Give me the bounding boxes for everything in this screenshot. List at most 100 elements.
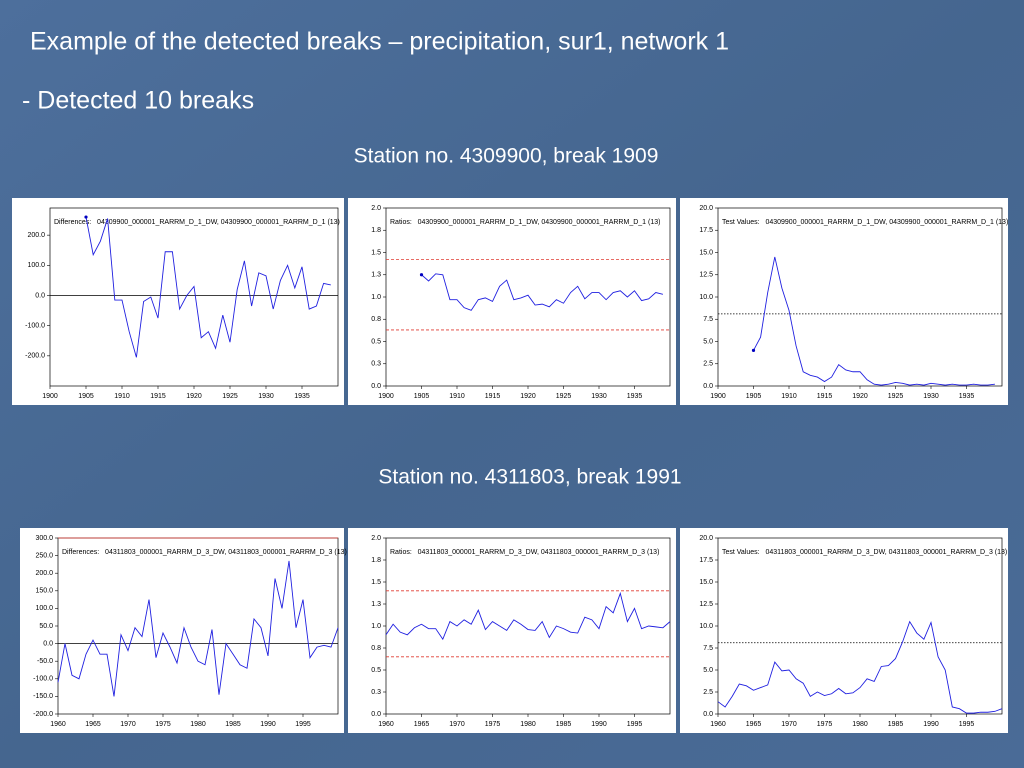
- x-tick-label: 1980: [852, 721, 868, 728]
- y-tick-label: 12.5: [699, 272, 713, 279]
- y-tick-label: 10.0: [699, 294, 713, 301]
- x-tick-label: 1920: [852, 393, 868, 400]
- x-tick-label: 1935: [627, 393, 643, 400]
- data-line: [421, 273, 664, 311]
- y-tick-label: 300.0: [35, 535, 53, 542]
- y-tick-label: 1.0: [371, 623, 381, 630]
- x-tick-label: 1910: [781, 393, 797, 400]
- x-tick-label: 1925: [556, 393, 572, 400]
- chart-panel: Test Values: 04311803_000001_RARRM_D_3_D…: [680, 528, 1008, 733]
- y-tick-label: 2.0: [371, 205, 381, 212]
- chart-title: Test Values: 04311803_000001_RARRM_D_3_D…: [722, 549, 1007, 556]
- y-tick-label: 7.5: [703, 645, 713, 652]
- x-tick-label: 1985: [225, 721, 241, 728]
- panel-background: [680, 528, 1008, 733]
- slide-title: Example of the detected breaks – precipi…: [30, 28, 729, 56]
- y-tick-label: 1.3: [371, 601, 381, 608]
- x-tick-label: 1975: [485, 721, 501, 728]
- x-tick-label: 1925: [222, 393, 238, 400]
- start-marker: [751, 348, 756, 352]
- y-tick-label: 12.5: [699, 601, 713, 608]
- y-tick-label: 1.5: [371, 249, 381, 256]
- y-tick-label: -200.0: [33, 711, 53, 718]
- y-tick-label: 0.5: [371, 338, 381, 345]
- chart-title: Ratios: 04309900_000001_RARRM_D_1_DW, 04…: [390, 219, 660, 226]
- panel-background: [680, 198, 1008, 405]
- chart-title: Ratios: 04311803_000001_RARRM_D_3_DW, 04…: [390, 549, 659, 556]
- y-tick-label: 0.3: [371, 361, 381, 368]
- start-marker: [84, 215, 88, 219]
- start-marker: [419, 273, 424, 277]
- data-line: [385, 591, 671, 641]
- panel-background: [348, 528, 676, 733]
- x-tick-label: 1980: [520, 721, 536, 728]
- panel-background: [348, 198, 676, 405]
- x-tick-label: 1965: [746, 721, 762, 728]
- chart-panel: Ratios: 04311803_000001_RARRM_D_3_DW, 04…: [348, 528, 676, 733]
- y-tick-label: 0.0: [35, 292, 45, 299]
- x-tick-label: 1900: [42, 393, 58, 400]
- x-tick-label: 1905: [78, 393, 94, 400]
- panel-background: [12, 198, 344, 405]
- chart-title: Test Values: 04309900_000001_RARRM_D_1_D…: [722, 219, 1008, 226]
- chart-title: Differences: 04309900_000001_RARRM_D_1_D…: [54, 219, 340, 226]
- y-tick-label: 17.5: [699, 227, 713, 234]
- y-tick-label: 10.0: [699, 623, 713, 630]
- x-tick-label: 1985: [556, 721, 572, 728]
- y-tick-label: 100.0: [35, 605, 53, 612]
- x-tick-label: 1900: [710, 393, 726, 400]
- chart-panel: Test Values: 04309900_000001_RARRM_D_1_D…: [680, 198, 1008, 405]
- y-tick-label: 1.5: [371, 579, 381, 586]
- y-tick-label: 0.0: [703, 383, 713, 390]
- data-line: [57, 560, 339, 697]
- y-tick-label: 5.0: [703, 338, 713, 345]
- y-tick-label: 0.0: [43, 640, 53, 647]
- x-tick-label: 1930: [591, 393, 607, 400]
- x-tick-label: 1970: [781, 721, 797, 728]
- chart-title: Differences: 04311803_000001_RARRM_D_3_D…: [62, 549, 347, 556]
- x-tick-label: 1990: [591, 721, 607, 728]
- data-line: [753, 256, 995, 386]
- y-tick-label: 0.0: [371, 383, 381, 390]
- y-tick-label: -100.0: [33, 676, 53, 683]
- x-tick-label: 1910: [449, 393, 465, 400]
- x-tick-label: 1900: [378, 393, 394, 400]
- y-tick-label: 15.0: [699, 579, 713, 586]
- y-tick-label: 50.0: [39, 623, 53, 630]
- x-tick-label: 1905: [746, 393, 762, 400]
- y-tick-label: 1.8: [371, 227, 381, 234]
- x-tick-label: 1985: [888, 721, 904, 728]
- y-tick-label: -150.0: [33, 693, 53, 700]
- x-tick-label: 1935: [294, 393, 310, 400]
- chart-panel: Differences: 04309900_000001_RARRM_D_1_D…: [12, 198, 344, 405]
- y-tick-label: 2.0: [371, 535, 381, 542]
- y-tick-label: -100.0: [25, 323, 45, 330]
- x-tick-label: 1935: [959, 393, 975, 400]
- y-tick-label: 20.0: [699, 535, 713, 542]
- x-tick-label: 1915: [817, 393, 833, 400]
- y-tick-label: 1.3: [371, 272, 381, 279]
- x-tick-label: 1960: [710, 721, 726, 728]
- x-tick-label: 1960: [50, 721, 66, 728]
- x-tick-label: 1980: [190, 721, 206, 728]
- y-tick-label: 0.8: [371, 316, 381, 323]
- x-tick-label: 1905: [414, 393, 430, 400]
- x-tick-label: 1910: [114, 393, 130, 400]
- y-tick-label: 0.8: [371, 645, 381, 652]
- y-tick-label: 200.0: [35, 570, 53, 577]
- y-tick-label: 2.5: [703, 689, 713, 696]
- y-tick-label: 250.0: [35, 552, 53, 559]
- y-tick-label: 2.5: [703, 361, 713, 368]
- x-tick-label: 1970: [120, 721, 136, 728]
- x-tick-label: 1975: [817, 721, 833, 728]
- y-tick-label: 1.0: [371, 294, 381, 301]
- data-line: [717, 620, 1003, 714]
- panel-background: [20, 528, 344, 733]
- x-tick-label: 1965: [85, 721, 101, 728]
- y-tick-label: 0.5: [371, 667, 381, 674]
- x-tick-label: 1960: [378, 721, 394, 728]
- chart-panel: Ratios: 04309900_000001_RARRM_D_1_DW, 04…: [348, 198, 676, 405]
- y-tick-label: -50.0: [37, 658, 53, 665]
